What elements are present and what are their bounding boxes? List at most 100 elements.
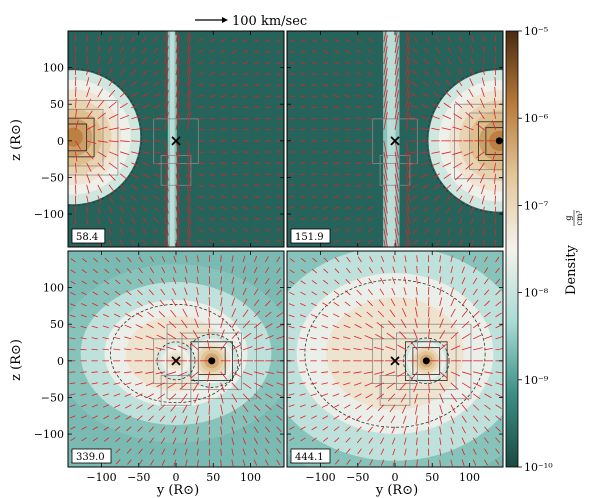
velocity-arrow bbox=[147, 311, 154, 318]
velocity-arrow bbox=[450, 266, 454, 274]
velocity-arrow bbox=[323, 50, 329, 54]
velocity-arrow bbox=[369, 459, 374, 466]
velocity-arrow bbox=[198, 60, 204, 65]
velocity-arrow bbox=[383, 46, 388, 65]
velocity-arrow bbox=[265, 39, 271, 43]
velocity-arrow bbox=[383, 162, 388, 181]
velocity-arrow bbox=[310, 404, 317, 408]
mesh-block bbox=[68, 123, 88, 152]
velocity-arrow bbox=[288, 348, 295, 351]
velocity-arrow bbox=[436, 239, 441, 246]
velocity-arrow bbox=[102, 393, 110, 397]
velocity-arrow bbox=[148, 300, 154, 307]
velocity-arrow bbox=[135, 393, 143, 398]
velocity-arrow bbox=[450, 459, 453, 467]
velocity-arrow bbox=[276, 382, 284, 386]
velocity-arrow bbox=[413, 239, 418, 245]
velocity-arrow bbox=[386, 332, 396, 340]
velocity-arrow bbox=[333, 184, 340, 187]
velocity-arrow bbox=[254, 217, 260, 221]
velocity-arrow bbox=[131, 128, 140, 131]
velocity-arrow bbox=[231, 50, 237, 54]
velocity-arrow bbox=[332, 404, 340, 409]
colorbar-label: Density g cm³ bbox=[564, 210, 584, 295]
velocity-arrow bbox=[253, 322, 262, 329]
velocity-arrow bbox=[428, 393, 430, 404]
velocity-arrow bbox=[265, 382, 274, 387]
velocity-arrow bbox=[311, 268, 318, 274]
velocity-arrow bbox=[276, 278, 282, 285]
velocity-arrow bbox=[108, 140, 119, 143]
velocity-arrow bbox=[91, 314, 98, 318]
velocity-arrow bbox=[220, 117, 227, 120]
velocity-arrow bbox=[254, 162, 260, 164]
velocity-arrow bbox=[356, 228, 362, 233]
velocity-arrow bbox=[97, 206, 101, 215]
velocity-arrow bbox=[198, 38, 204, 43]
velocity-arrow bbox=[399, 382, 407, 391]
outflow-core bbox=[387, 31, 396, 247]
velocity-arrow bbox=[242, 426, 247, 434]
velocity-arrow bbox=[300, 173, 306, 176]
velocity-arrow bbox=[405, 79, 411, 97]
velocity-arrow bbox=[288, 371, 295, 373]
velocity-arrow bbox=[86, 66, 89, 76]
velocity-arrow bbox=[164, 239, 167, 247]
velocity-arrow bbox=[119, 79, 126, 87]
velocity-arrow bbox=[434, 195, 440, 202]
velocity-arrow bbox=[127, 256, 132, 263]
velocity-arrow bbox=[184, 266, 188, 274]
velocity-arrow bbox=[103, 426, 110, 431]
velocity-arrow bbox=[411, 184, 418, 189]
velocity-arrow bbox=[161, 448, 166, 455]
velocity-arrow bbox=[119, 195, 126, 202]
y-tick-label: 100 bbox=[43, 282, 64, 295]
velocity-arrow bbox=[390, 415, 396, 424]
velocity-arrow bbox=[391, 426, 396, 434]
velocity-arrow bbox=[482, 56, 485, 65]
velocity-arrow bbox=[142, 239, 147, 246]
velocity-arrow bbox=[120, 151, 130, 156]
velocity-arrow bbox=[265, 217, 271, 221]
velocity-arrow bbox=[91, 337, 98, 340]
velocity-arrow bbox=[345, 60, 351, 65]
velocity-arrow bbox=[276, 393, 284, 398]
velocity-arrow bbox=[153, 195, 160, 201]
velocity-arrow bbox=[175, 184, 180, 203]
velocity-arrow bbox=[402, 297, 407, 307]
velocity-arrow bbox=[289, 217, 295, 220]
velocity-arrow bbox=[115, 257, 121, 263]
velocity-arrow bbox=[378, 299, 385, 307]
velocity-arrow bbox=[299, 314, 306, 318]
velocity-arrow bbox=[108, 151, 119, 157]
velocity-arrow bbox=[80, 371, 87, 373]
velocity-arrow bbox=[254, 206, 260, 210]
velocity-arrow bbox=[209, 217, 215, 221]
velocity-arrow bbox=[431, 127, 440, 131]
velocity-arrow bbox=[394, 112, 399, 130]
velocity-arrow bbox=[383, 31, 387, 43]
velocity-arrow bbox=[495, 426, 501, 432]
velocity-arrow bbox=[220, 217, 226, 221]
velocity-arrow bbox=[119, 228, 124, 235]
mesh-block bbox=[68, 100, 119, 176]
axis-ticks bbox=[287, 31, 503, 247]
velocity-arrow bbox=[461, 415, 467, 423]
x-tick-label: 50 bbox=[206, 471, 220, 484]
velocity-arrow bbox=[164, 46, 169, 65]
x-tick-label: 50 bbox=[425, 471, 439, 484]
velocity-arrow bbox=[300, 84, 306, 87]
velocity-field bbox=[289, 31, 496, 247]
velocity-arrow bbox=[265, 459, 269, 466]
velocity-arrow bbox=[378, 415, 385, 423]
velocity-arrow bbox=[289, 84, 295, 87]
velocity-arrow bbox=[131, 151, 140, 155]
velocity-arrow bbox=[383, 217, 388, 236]
velocity-arrow bbox=[413, 37, 418, 43]
velocity-arrow bbox=[209, 117, 216, 120]
velocity-arrow bbox=[387, 393, 396, 402]
velocity-arrow bbox=[422, 81, 429, 87]
velocity-arrow bbox=[410, 173, 418, 177]
velocity-arrow bbox=[311, 415, 317, 419]
velocity-arrow bbox=[385, 371, 396, 376]
